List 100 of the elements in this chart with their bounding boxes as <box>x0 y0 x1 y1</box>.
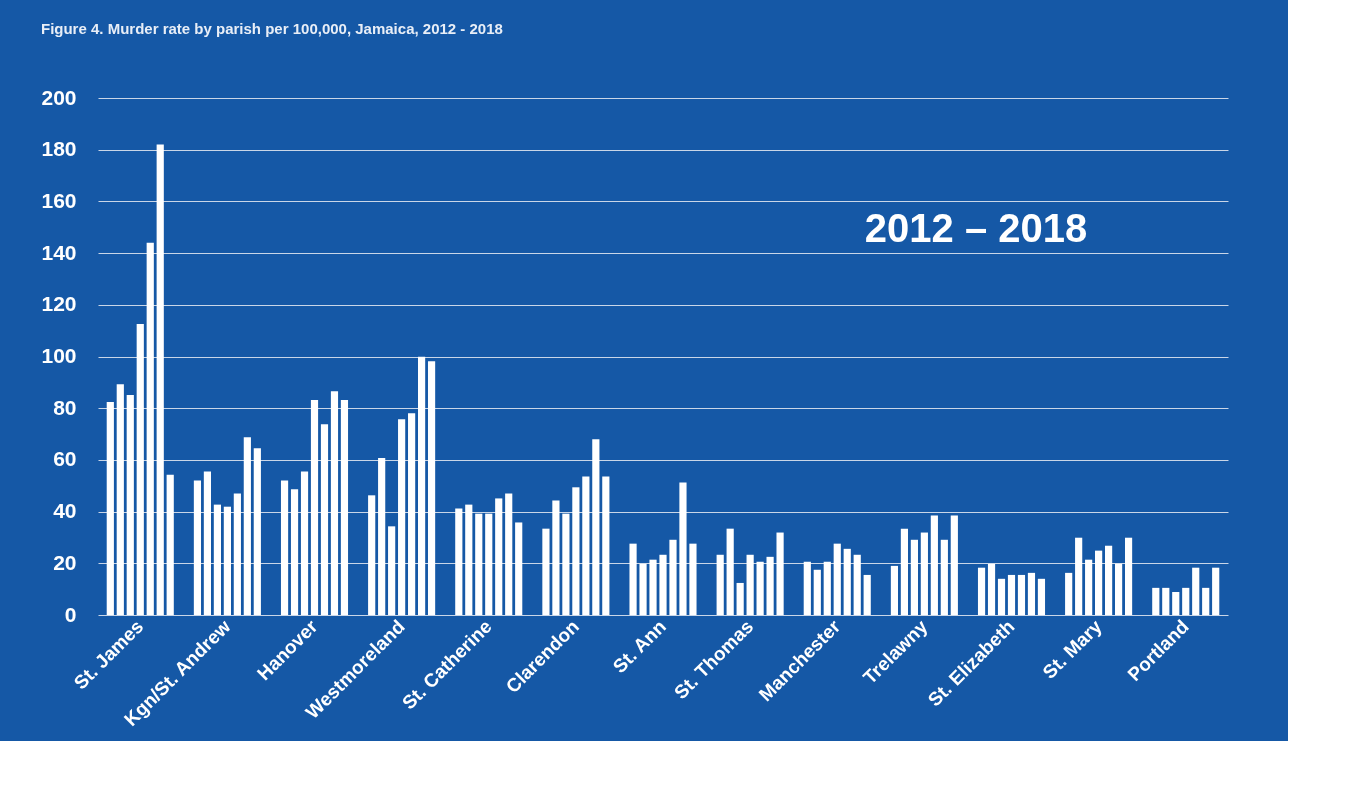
y-tick-label: 80 <box>53 395 77 419</box>
y-tick-label: 160 <box>41 188 77 212</box>
bar <box>1085 559 1093 615</box>
bar <box>408 413 416 615</box>
bar <box>515 522 523 615</box>
bar <box>156 144 164 615</box>
bar <box>1212 567 1220 615</box>
y-tick-label: 0 <box>64 602 77 626</box>
bar <box>388 526 396 615</box>
bar <box>629 543 637 615</box>
bar <box>1037 578 1046 615</box>
bar <box>776 532 784 615</box>
bar <box>243 437 251 615</box>
bar <box>300 471 309 615</box>
bar <box>716 554 724 615</box>
bar <box>1114 563 1123 615</box>
bar <box>833 543 841 615</box>
bar <box>736 582 744 615</box>
bar <box>910 539 918 615</box>
bar <box>427 361 436 615</box>
bar <box>233 493 241 615</box>
bar <box>1007 574 1016 615</box>
bar <box>1152 587 1160 615</box>
bar <box>146 242 154 615</box>
bar <box>340 399 349 615</box>
bar <box>203 471 212 615</box>
bar <box>950 515 958 615</box>
y-tick-label: 40 <box>53 499 77 523</box>
bar <box>398 419 406 615</box>
bar <box>679 482 687 615</box>
bar <box>649 559 657 615</box>
bar <box>843 548 851 615</box>
bar <box>1027 572 1036 615</box>
bar <box>592 439 600 615</box>
annotation: 2012 – 2018 <box>864 206 1088 250</box>
bar <box>669 539 677 615</box>
bar <box>418 356 426 615</box>
bar <box>542 528 550 615</box>
bar <box>280 480 289 615</box>
bar <box>766 556 774 615</box>
y-tick-label: 60 <box>53 447 77 471</box>
bar <box>1192 567 1200 615</box>
y-tick-label: 20 <box>53 550 77 574</box>
bar <box>997 578 1006 615</box>
chart-title: Figure 4. Murder rate by parish per 100,000, Jamaica, 2012 - 2018 <box>40 20 503 37</box>
bar <box>1065 572 1073 615</box>
bar <box>863 574 871 615</box>
bar <box>290 489 299 615</box>
bar <box>987 563 996 615</box>
bar <box>1162 587 1170 615</box>
bar <box>572 487 580 615</box>
bar <box>1124 537 1133 615</box>
bar <box>378 458 386 615</box>
bar <box>900 528 908 615</box>
bar <box>930 515 938 615</box>
bar <box>505 493 513 615</box>
bar <box>756 561 764 615</box>
bar <box>552 500 560 615</box>
bar <box>368 495 376 615</box>
x-tick-label: St. Ann <box>608 615 671 678</box>
bar <box>223 506 231 615</box>
bar <box>126 395 134 615</box>
bar <box>803 561 811 615</box>
y-tick-label: 140 <box>41 240 77 264</box>
bar <box>940 539 948 615</box>
bar <box>920 532 928 615</box>
bar <box>602 476 610 615</box>
bar <box>330 391 339 615</box>
bar <box>1202 587 1210 615</box>
bar <box>310 399 319 615</box>
bar <box>1095 550 1103 615</box>
bar <box>1075 537 1083 615</box>
bar <box>253 448 261 615</box>
bar <box>495 498 503 615</box>
bar <box>689 543 697 615</box>
bar <box>853 554 861 615</box>
bar <box>639 563 647 615</box>
bar <box>823 561 831 615</box>
y-tick-label: 200 <box>41 85 77 109</box>
bar <box>1105 545 1113 615</box>
bar <box>465 504 473 615</box>
bar <box>977 567 986 615</box>
bar <box>455 508 463 615</box>
bar <box>136 323 144 615</box>
bar <box>475 513 483 615</box>
bar <box>562 513 570 615</box>
bar <box>726 528 734 615</box>
bar <box>582 476 590 615</box>
bar <box>106 402 114 615</box>
bar <box>659 554 667 615</box>
y-tick-label: 180 <box>41 137 77 161</box>
bar <box>890 565 899 615</box>
bar <box>1172 591 1180 615</box>
bar <box>213 504 221 615</box>
bar <box>813 569 821 615</box>
bar <box>485 513 493 615</box>
bar <box>1017 574 1026 615</box>
bar <box>1182 587 1190 615</box>
bar <box>193 480 202 615</box>
bar <box>320 424 329 615</box>
